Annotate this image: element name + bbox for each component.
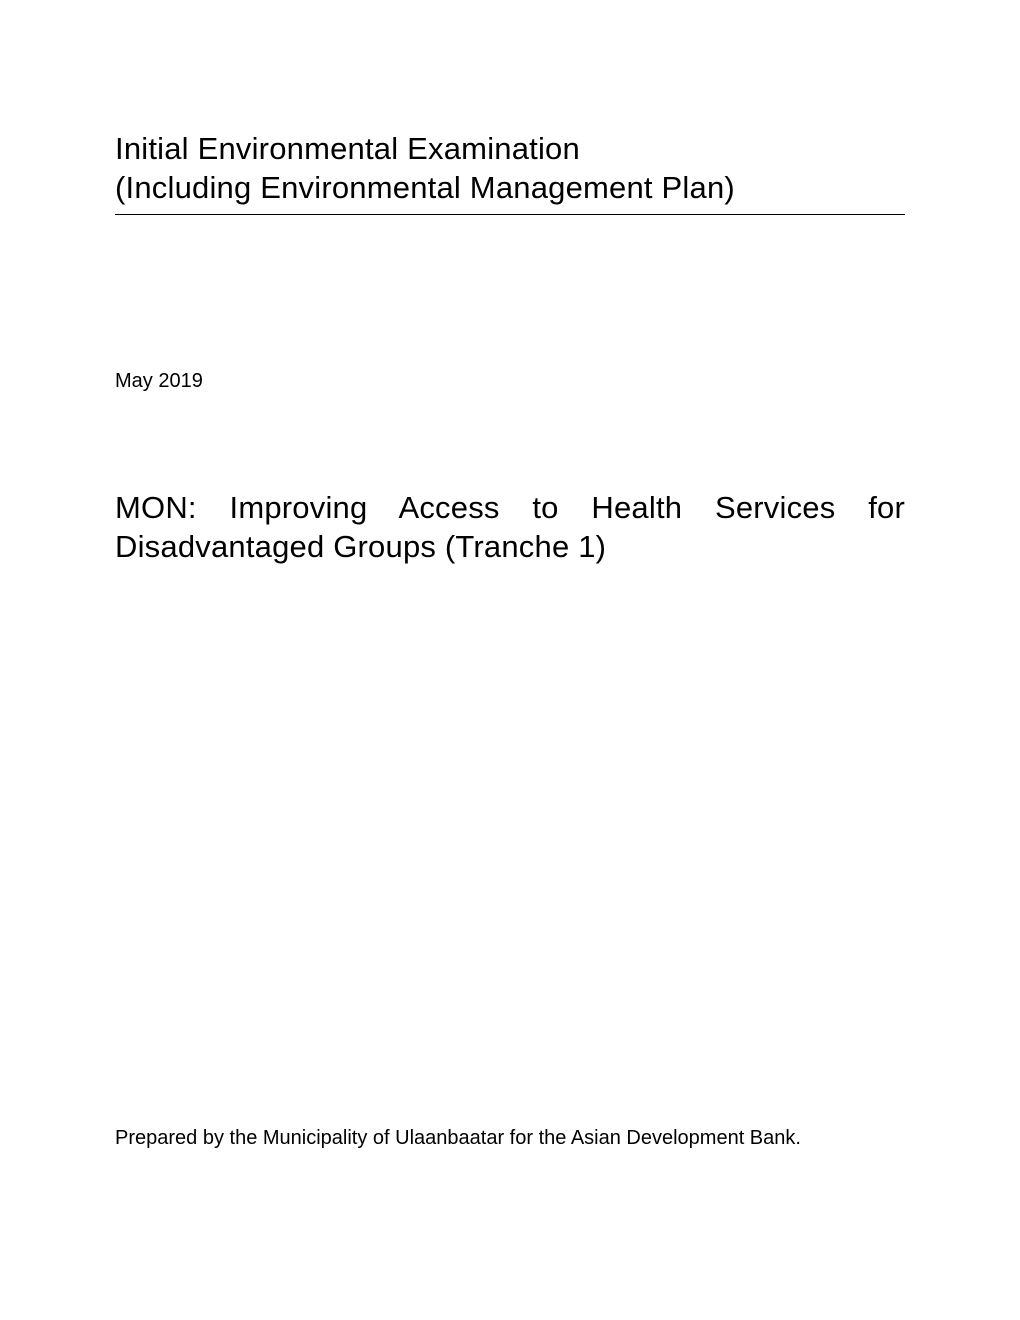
prepared-by-text: Prepared by the Municipality of Ulaanbaa…	[115, 1127, 905, 1150]
header-title-line2: (Including Environmental Management Plan…	[115, 169, 905, 208]
project-title: MON: Improving Access to Health Services…	[115, 488, 905, 567]
header-section: Initial Environmental Examination (Inclu…	[115, 130, 905, 215]
document-date: May 2019	[115, 370, 905, 393]
header-title-line1: Initial Environmental Examination	[115, 130, 905, 169]
document-page: Initial Environmental Examination (Inclu…	[0, 0, 1020, 1320]
